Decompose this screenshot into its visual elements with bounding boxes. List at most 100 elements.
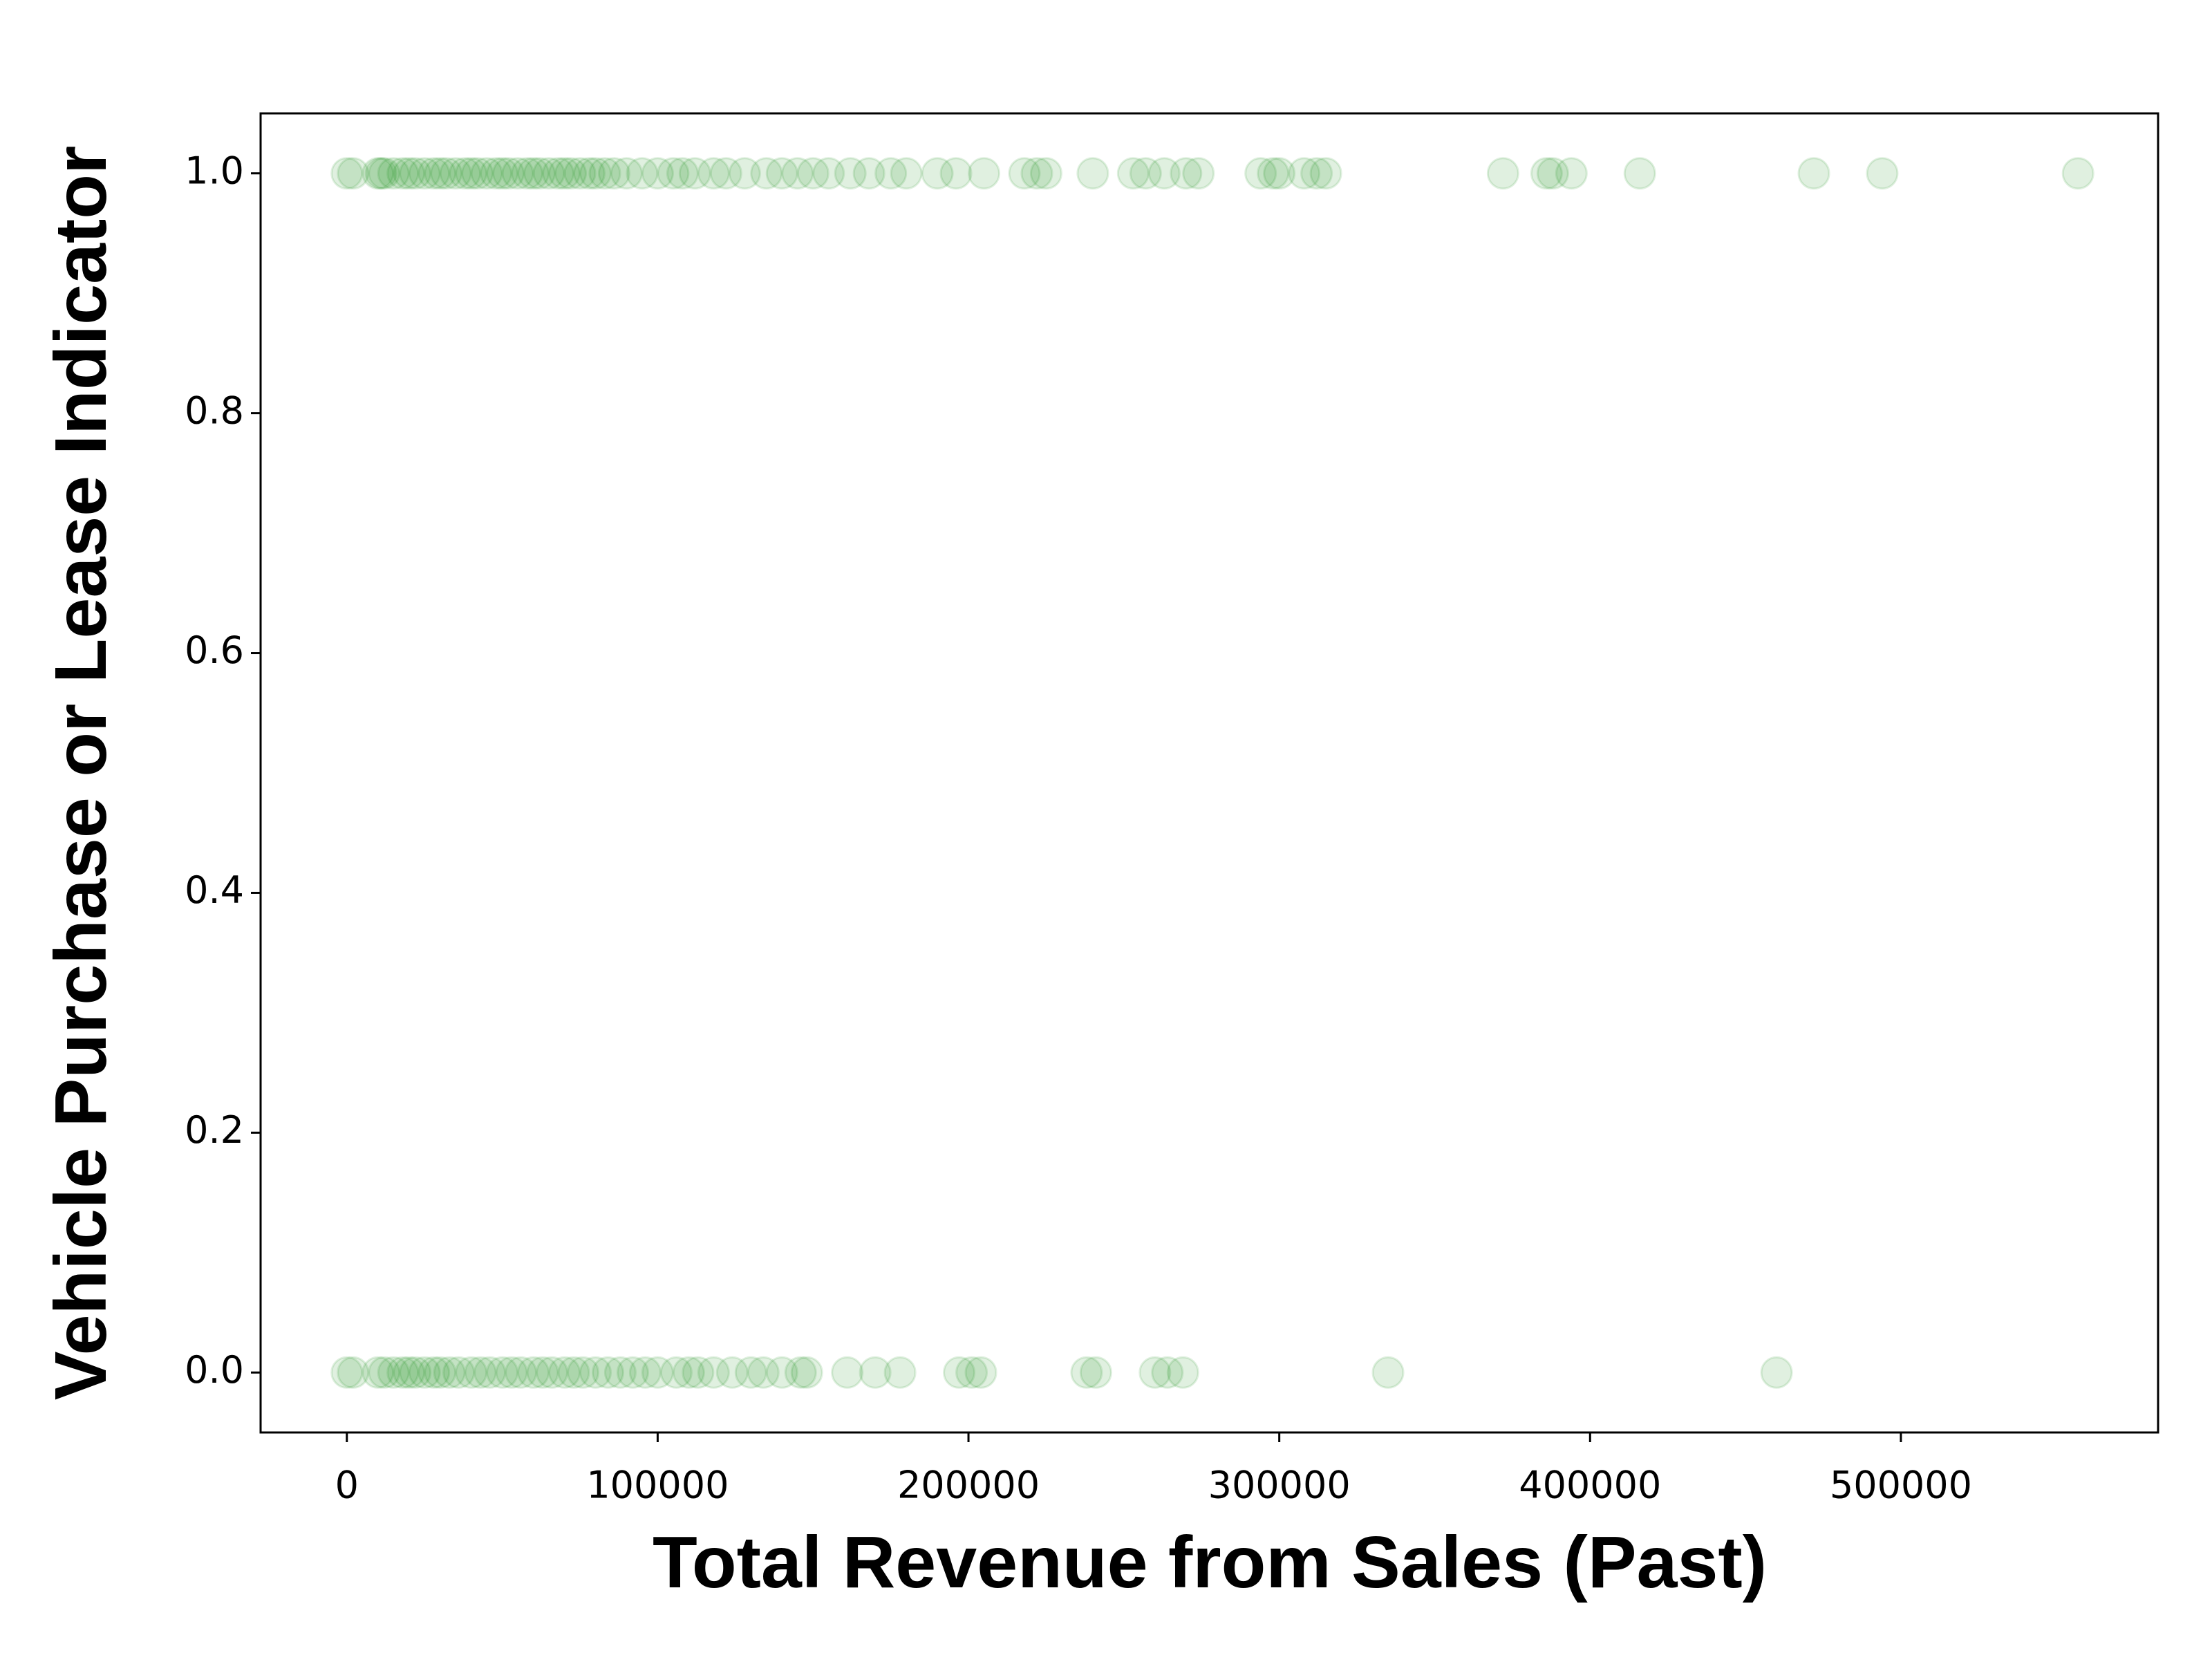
point (1300, 157, 1333, 190)
point (728, 157, 761, 190)
point (1486, 157, 1519, 190)
point (1555, 157, 1588, 190)
point (486, 157, 519, 190)
point (399, 1356, 432, 1389)
point (386, 157, 420, 190)
point (641, 1356, 674, 1389)
point (597, 157, 630, 190)
point (672, 1356, 705, 1389)
point (563, 157, 597, 190)
point (697, 1356, 730, 1389)
point (834, 157, 867, 190)
point (505, 1356, 538, 1389)
point (523, 157, 556, 190)
point (439, 157, 472, 190)
point (1244, 157, 1277, 190)
point (424, 1356, 457, 1389)
y-tick-label: 0.2 (185, 1108, 244, 1152)
point (418, 1356, 451, 1389)
point (566, 1356, 599, 1389)
point (362, 1356, 395, 1389)
point (1147, 157, 1181, 190)
point (796, 157, 830, 190)
point (765, 157, 798, 190)
point (781, 157, 814, 190)
point (337, 1356, 370, 1389)
point (408, 157, 441, 190)
point (492, 157, 525, 190)
point (526, 1356, 559, 1389)
point (1760, 1356, 1793, 1389)
point (464, 1356, 497, 1389)
point (678, 157, 711, 190)
point (1797, 157, 1830, 190)
point (747, 1356, 780, 1389)
point (337, 157, 370, 190)
point (536, 1356, 569, 1389)
point (616, 1356, 649, 1389)
point (1623, 157, 1656, 190)
point (883, 1356, 917, 1389)
y-axis-label: Vehicle Purchase or Lease Indicator (40, 146, 122, 1401)
point (517, 1356, 550, 1389)
point (1536, 157, 1569, 190)
point (418, 157, 451, 190)
x-tick-label: 400000 (1519, 1464, 1661, 1507)
point (377, 1356, 410, 1389)
point (890, 157, 923, 190)
point (408, 1356, 441, 1389)
y-tick-label: 0.4 (185, 868, 244, 912)
point (424, 157, 457, 190)
point (1008, 157, 1041, 190)
point (1029, 157, 1062, 190)
point (368, 157, 401, 190)
point (579, 1356, 612, 1389)
x-tick-label: 300000 (1208, 1464, 1351, 1507)
point (697, 157, 730, 190)
x-tick-label: 200000 (897, 1464, 1040, 1507)
point (1309, 157, 1342, 190)
point (955, 1356, 988, 1389)
point (330, 1356, 364, 1389)
point (368, 1356, 401, 1389)
point (790, 1356, 823, 1389)
point (433, 1356, 466, 1389)
point (626, 157, 659, 190)
point (399, 157, 432, 190)
point (1129, 157, 1162, 190)
point (964, 1356, 997, 1389)
point (610, 157, 643, 190)
point (554, 157, 588, 190)
y-tick-label: 0.6 (185, 628, 244, 672)
point (765, 1356, 798, 1389)
point (943, 1356, 976, 1389)
y-tick-label: 0.0 (185, 1348, 244, 1392)
point (393, 157, 426, 190)
point (874, 157, 908, 190)
y-tick-label: 0.8 (185, 389, 244, 432)
point (1151, 1356, 1184, 1389)
point (603, 1356, 637, 1389)
point (939, 157, 973, 190)
point (628, 1356, 662, 1389)
point (2061, 157, 2094, 190)
point (480, 157, 513, 190)
point (455, 1356, 488, 1389)
x-tick-label: 100000 (586, 1464, 729, 1507)
point (1079, 1356, 1112, 1389)
point (666, 157, 699, 190)
point (1138, 1356, 1172, 1389)
point (542, 157, 575, 190)
point (393, 1356, 426, 1389)
point (495, 1356, 528, 1389)
point (486, 1356, 519, 1389)
point (831, 1356, 864, 1389)
point (784, 1356, 817, 1389)
point (659, 1356, 693, 1389)
point (859, 1356, 892, 1389)
point (1070, 1356, 1103, 1389)
point (532, 157, 565, 190)
plot-frame (259, 112, 2159, 1434)
point (1020, 157, 1053, 190)
